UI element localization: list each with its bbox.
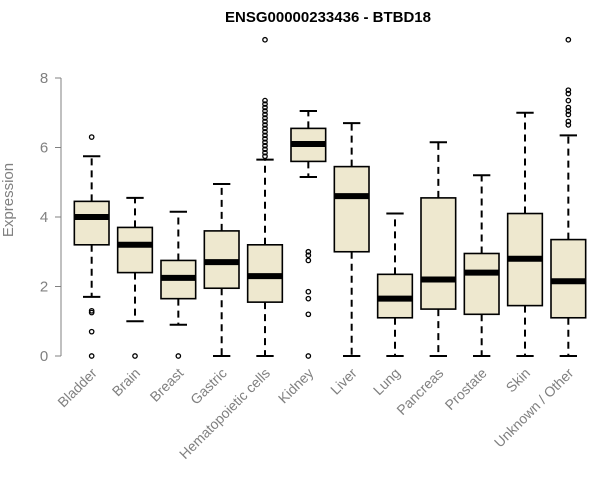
x-category-label: Breast	[147, 365, 187, 405]
iqr-box	[463, 252, 500, 316]
outlier-point	[305, 257, 312, 264]
x-category-label: Liver	[327, 365, 360, 398]
y-axis-label: Expression	[0, 163, 17, 237]
x-category-label: Skin	[503, 365, 534, 396]
outlier-point	[305, 311, 312, 318]
outlier-point	[262, 104, 268, 111]
outlier-point	[88, 353, 95, 359]
outlier-point	[262, 101, 268, 107]
box-unknown-other	[550, 36, 587, 357]
outlier-point	[262, 142, 268, 149]
box-pancreas	[420, 141, 457, 357]
outlier-point	[262, 118, 268, 125]
outlier-point	[262, 97, 268, 104]
iqr-box	[116, 226, 154, 274]
outlier-point	[262, 139, 268, 146]
outlier-point	[565, 87, 572, 94]
outlier-point	[565, 97, 572, 104]
outlier-point	[262, 153, 268, 160]
outlier-point	[262, 108, 268, 114]
box-brain	[116, 196, 154, 359]
boxes-group	[73, 36, 587, 359]
x-category-label: Lung	[370, 365, 403, 398]
outlier-point	[305, 248, 312, 255]
box-lung	[376, 212, 414, 357]
y-tick-label: 8	[40, 70, 48, 87]
iqr-box	[420, 197, 457, 310]
outlier-point	[565, 90, 572, 97]
box-bladder	[73, 134, 110, 359]
outlier-point	[262, 146, 268, 153]
outlier-point	[88, 328, 95, 335]
iqr-box	[73, 200, 110, 246]
outlier-point	[262, 129, 268, 135]
y-tick-label: 6	[40, 140, 48, 157]
iqr-box	[333, 165, 370, 253]
box-kidney	[290, 110, 327, 359]
outlier-point	[565, 122, 572, 128]
outlier-point	[88, 307, 95, 314]
x-category-label: Kidney	[275, 365, 317, 407]
outlier-point	[262, 149, 268, 156]
outlier-point	[565, 111, 572, 118]
box-hematopoietic-cells	[246, 36, 284, 357]
box-skin	[506, 111, 544, 357]
y-tick-label: 0	[40, 348, 48, 365]
x-category-label: Gastric	[187, 365, 230, 408]
y-tick-label: 4	[40, 209, 48, 226]
x-category-label: Brain	[109, 365, 143, 399]
outlier-point	[565, 36, 572, 43]
outlier-point	[565, 104, 572, 111]
outlier-point	[305, 353, 312, 359]
box-gastric	[203, 182, 240, 357]
outlier-point	[262, 125, 268, 132]
outlier-point	[305, 288, 312, 295]
outlier-point	[132, 353, 138, 359]
box-prostate	[463, 174, 500, 357]
x-category-label: Prostate	[442, 365, 490, 413]
outlier-point	[175, 353, 182, 359]
x-category-label: Unknown / Other	[491, 365, 577, 451]
outlier-point	[262, 135, 268, 142]
outlier-point	[88, 134, 95, 140]
x-category-label: Bladder	[54, 365, 100, 411]
outlier-point	[262, 132, 268, 139]
outlier-point	[262, 115, 268, 121]
box-liver	[333, 122, 370, 357]
outlier-point	[262, 122, 268, 128]
outlier-point	[305, 252, 312, 259]
x-category-label: Pancreas	[393, 365, 446, 418]
y-tick-label: 2	[40, 279, 48, 296]
outlier-point	[565, 118, 572, 125]
outlier-point	[565, 108, 572, 114]
chart-title: ENSG00000233436 - BTBD18	[225, 9, 431, 26]
box-breast	[160, 210, 197, 359]
y-axis: 0 2 4 6 8	[40, 70, 62, 365]
outlier-point	[262, 111, 268, 118]
outlier-point	[305, 295, 312, 302]
outlier-point	[262, 36, 268, 43]
